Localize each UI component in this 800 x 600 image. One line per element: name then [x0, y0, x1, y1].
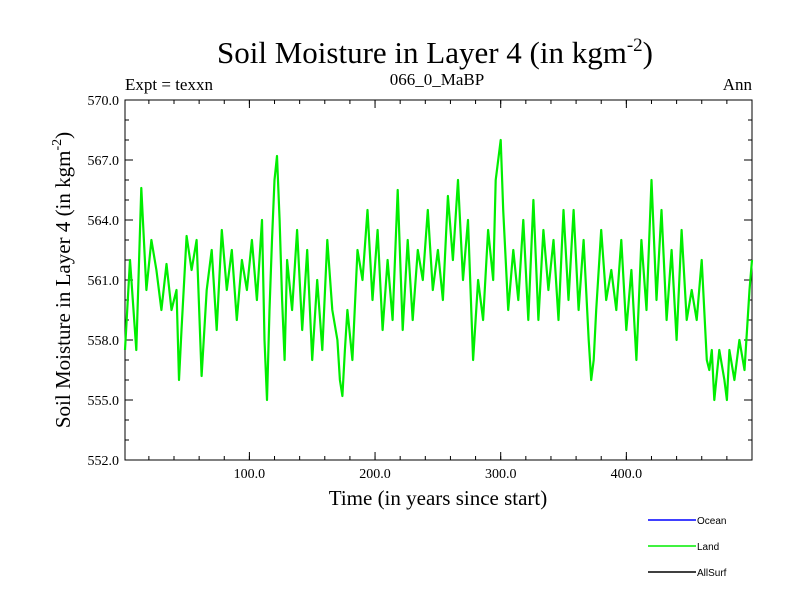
subtitle-label: 066_0_MaBP: [390, 70, 484, 89]
x-axis: 100.0 200.0 300.0 400.0: [148, 100, 728, 482]
y-tick-label-0: 552.0: [88, 454, 120, 469]
title-close: ): [643, 35, 653, 70]
svg-text:Soil Moisture in Layer 4 (in k: Soil Moisture in Layer 4 (in kgm-2): [217, 35, 653, 70]
y-axis-label-superscript: -2: [50, 139, 65, 151]
season-label: Ann: [723, 75, 753, 94]
y-tick-label-4: 564.0: [88, 214, 120, 229]
x-tick-label-3: 400.0: [611, 467, 643, 482]
y-axis-label: Soil Moisture in Layer 4 (in kgm-2): [50, 132, 75, 428]
legend-label-land: Land: [697, 542, 719, 553]
series-line-land: [123, 138, 754, 402]
legend-label-ocean: Ocean: [697, 516, 726, 527]
y-tick-label-1: 555.0: [88, 394, 120, 409]
y-axis-label-text: Soil Moisture in Layer 4 (in kgm: [51, 151, 75, 429]
svg-text:Soil Moisture in Layer 4 (in k: Soil Moisture in Layer 4 (in kgm-2): [50, 132, 75, 428]
y-tick-label-5: 567.0: [88, 154, 120, 169]
chart-title: Soil Moisture in Layer 4 (in kgm-2): [217, 35, 653, 70]
series-layer: [123, 138, 754, 402]
x-tick-label-1: 200.0: [359, 467, 391, 482]
title-superscript: -2: [627, 35, 643, 56]
legend: Ocean Land AllSurf: [648, 516, 727, 579]
experiment-label: Expt = texxn: [125, 75, 213, 94]
x-tick-label-2: 300.0: [485, 467, 517, 482]
x-tick-label-0: 100.0: [234, 467, 266, 482]
y-tick-label-3: 561.0: [88, 274, 120, 289]
y-axis-label-close: ): [51, 132, 75, 139]
legend-label-allsurf: AllSurf: [697, 568, 727, 579]
title-text: Soil Moisture in Layer 4 (in kgm: [217, 35, 627, 70]
y-axis: 552.0 555.0 558.0 561.0 564.0 567.0 570.0: [88, 94, 752, 469]
x-axis-label: Time (in years since start): [329, 486, 548, 510]
y-tick-label-2: 558.0: [88, 334, 120, 349]
y-tick-label-6: 570.0: [88, 94, 120, 109]
